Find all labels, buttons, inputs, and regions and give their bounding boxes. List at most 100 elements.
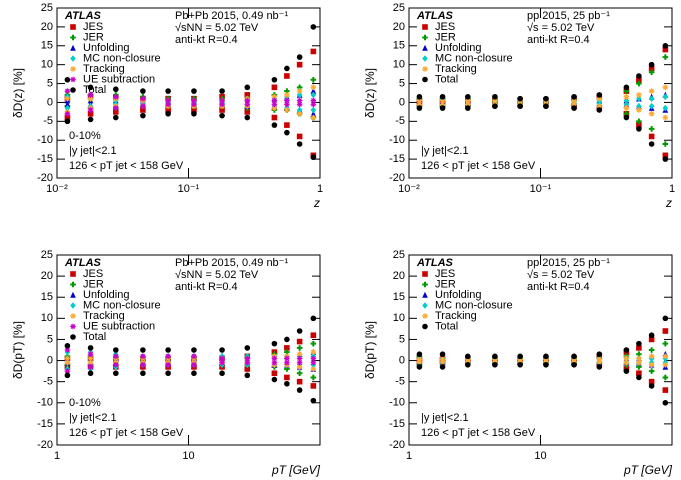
marker bbox=[416, 97, 423, 104]
marker bbox=[244, 109, 251, 115]
marker bbox=[191, 353, 197, 360]
marker bbox=[662, 152, 669, 159]
marker bbox=[64, 88, 71, 94]
marker bbox=[648, 65, 655, 72]
marker bbox=[492, 359, 498, 365]
legend-label: MC non-closure bbox=[83, 52, 161, 64]
marker bbox=[219, 355, 225, 362]
marker bbox=[662, 93, 669, 101]
marker bbox=[636, 374, 642, 381]
marker bbox=[571, 359, 577, 365]
marker bbox=[296, 54, 303, 60]
y-axis-label: δD(z) [%] bbox=[11, 68, 25, 118]
marker bbox=[543, 95, 549, 102]
marker bbox=[113, 347, 119, 353]
y-tick-label: 20 bbox=[41, 270, 53, 282]
marker bbox=[416, 351, 423, 358]
marker bbox=[596, 359, 603, 365]
legend-label: JER bbox=[83, 278, 104, 290]
info-label: Pb+Pb 2015, 0.49 nb⁻¹ bbox=[175, 10, 288, 22]
info-label: √s = 5.02 TeV bbox=[527, 22, 595, 34]
marker bbox=[296, 61, 303, 68]
marker bbox=[623, 359, 630, 366]
marker bbox=[492, 353, 498, 360]
marker bbox=[140, 107, 146, 113]
legend-label: JER bbox=[435, 31, 456, 43]
y-tick-label: 15 bbox=[41, 40, 53, 52]
marker bbox=[596, 95, 603, 102]
marker bbox=[543, 361, 549, 368]
marker bbox=[636, 92, 642, 98]
marker bbox=[271, 122, 278, 128]
marker bbox=[244, 366, 251, 372]
marker bbox=[636, 340, 642, 347]
legend-label: Total bbox=[83, 84, 106, 96]
y-axis-label: δD(pT) [%] bbox=[11, 321, 25, 379]
x-tick-label: 10 bbox=[182, 450, 194, 462]
marker bbox=[113, 361, 119, 368]
legend-label: Tracking bbox=[435, 310, 477, 322]
marker bbox=[310, 114, 317, 121]
marker bbox=[310, 101, 317, 108]
legend-label: JER bbox=[435, 278, 456, 290]
marker bbox=[191, 97, 197, 104]
marker bbox=[191, 347, 197, 353]
marker bbox=[571, 101, 577, 108]
marker bbox=[623, 84, 630, 91]
marker bbox=[87, 345, 94, 351]
marker bbox=[64, 110, 71, 117]
marker bbox=[219, 97, 225, 104]
marker bbox=[662, 328, 669, 334]
y-tick-label: 25 bbox=[393, 249, 405, 261]
marker bbox=[87, 84, 94, 91]
marker bbox=[70, 302, 76, 309]
marker bbox=[648, 332, 655, 339]
marker bbox=[64, 342, 71, 349]
marker bbox=[296, 110, 303, 117]
marker bbox=[113, 353, 119, 360]
marker bbox=[310, 76, 317, 83]
y-tick-label: 10 bbox=[393, 312, 405, 324]
marker bbox=[439, 364, 446, 370]
marker bbox=[636, 122, 642, 128]
marker bbox=[296, 345, 303, 351]
info-label: anti-kt R=0.4 bbox=[175, 281, 238, 293]
marker bbox=[244, 92, 251, 98]
y-tick-label: -15 bbox=[389, 153, 405, 165]
marker bbox=[662, 141, 669, 147]
info-label: pp 2015, 25 pb⁻¹ bbox=[527, 257, 610, 269]
marker bbox=[310, 397, 317, 404]
legend-label: JES bbox=[83, 268, 103, 280]
marker bbox=[271, 376, 278, 383]
marker bbox=[648, 368, 655, 374]
marker bbox=[64, 118, 71, 125]
y-tick-label: 20 bbox=[393, 270, 405, 282]
marker bbox=[662, 361, 669, 368]
plot-frame bbox=[408, 254, 673, 446]
x-tick-label: 10⁻¹ bbox=[530, 183, 552, 195]
experiment-label: ATLAS bbox=[416, 257, 454, 269]
marker bbox=[662, 54, 669, 60]
marker bbox=[64, 347, 71, 353]
y-tick-label: -20 bbox=[37, 439, 53, 451]
marker bbox=[465, 105, 471, 111]
marker bbox=[284, 107, 290, 113]
marker bbox=[310, 97, 317, 104]
marker bbox=[70, 313, 76, 319]
marker bbox=[219, 112, 225, 119]
x-tick-label: 10⁻² bbox=[46, 183, 68, 195]
marker bbox=[140, 88, 146, 94]
marker bbox=[296, 370, 303, 377]
marker bbox=[219, 101, 225, 108]
y-tick-label: 15 bbox=[393, 40, 405, 52]
marker bbox=[271, 84, 278, 91]
y-tick-label: -10 bbox=[37, 134, 53, 146]
marker bbox=[284, 129, 290, 136]
marker bbox=[165, 370, 171, 377]
marker bbox=[648, 126, 655, 132]
marker bbox=[87, 370, 94, 377]
marker bbox=[662, 114, 669, 121]
marker bbox=[70, 334, 76, 340]
marker bbox=[662, 42, 669, 49]
marker bbox=[296, 351, 303, 358]
